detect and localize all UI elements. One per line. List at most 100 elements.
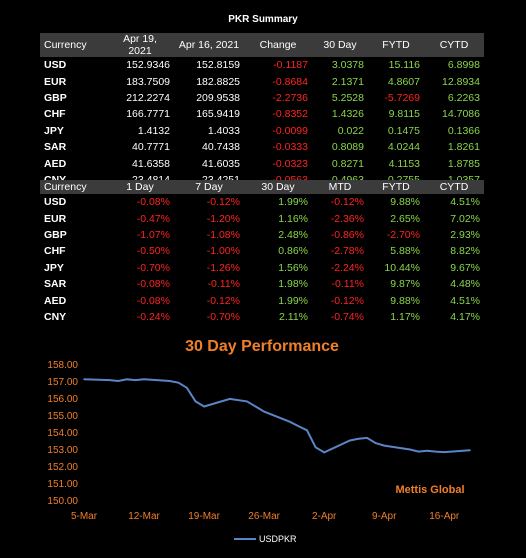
rates-cell-change: -0.8684 [272,75,308,88]
rates-cell-cytd: 6.8998 [447,59,480,72]
rates-header-2: Apr 16, 2021 [174,33,244,57]
rates-cell-b: 165.9419 [196,108,240,121]
data-point [289,421,291,423]
data-point [134,379,137,381]
data-point [443,451,446,453]
change-header-1: 1 Day [106,180,174,194]
rates-cell-b: 41.6035 [202,157,240,170]
data-point [203,405,205,408]
rates-cell-fytd: 4.8607 [387,75,420,88]
data-point [314,446,317,449]
table-row: CNY -0.24% -0.70% 2.11% -0.74% 1.17% 4.17% [40,309,484,325]
data-point [409,448,411,451]
change-header-6: CYTD [424,180,484,194]
data-point [229,398,231,400]
rates-cell-fytd: 15.116 [388,59,420,72]
change-header-2: 7 Day [174,180,244,194]
data-point [83,378,85,381]
rates-cell-cur: USD [44,59,67,72]
x-tick-label: 16-Apr [429,511,460,522]
x-tick-label: 12-Mar [128,511,160,522]
rates-cell-cur: SAR [44,141,67,154]
table-row: JPY 1.4132 1.4033 -0.0099 0.022 0.1475 0.1366 [40,123,484,139]
rates-cell-a: 40.7771 [132,141,170,154]
change-cell-mtd: -0.12% [330,196,364,209]
change-cell-d30: 0.86% [278,245,308,258]
rates-cell-cytd: 1.8785 [447,157,480,170]
change-cell-d30: 1.99% [278,196,308,209]
data-point [263,410,265,413]
data-point [254,405,257,408]
change-cell-d7: -0.12% [206,196,240,209]
change-cell-d30: 1.99% [278,294,308,307]
change-cell-d1: -1.07% [136,228,170,241]
table-row: GBP 212.2274 209.9538 -2.2736 5.2528 -5.7269 6… [40,90,484,106]
table-row: AED -0.08% -0.12% 1.99% -0.12% 9.88% 4.51% [40,292,484,308]
change-cell-mtd: -0.86% [330,228,364,241]
legend-label-usdpkr: USDPKR [259,534,297,544]
y-tick-label: 156.00 [47,394,78,405]
data-point [323,451,325,454]
rates-cell-a: 41.6358 [132,157,170,170]
change-cell-cur: EUR [44,212,67,225]
rates-cell-cur: AED [44,157,67,170]
table-row: USD 152.9346 152.8159 -0.1187 3.0378 15.116 6.… [40,57,484,73]
change-cell-d30: 2.48% [278,228,308,241]
rates-cell-change: -2.2736 [272,91,308,104]
change-cell-cytd: 4.48% [450,278,480,291]
rates-cell-d30: 1.4326 [331,108,364,121]
data-point [186,387,188,389]
change-cell-d7: -0.70% [206,310,240,323]
performance-chart: 30 Day Performance 150.00 151.00 152.00 153… [47,338,471,544]
table-row: USD -0.08% -0.12% 1.99% -0.12% 9.88% 4.51% [40,194,484,210]
rates-cell-cytd: 6.2263 [447,91,480,104]
change-cell-d1: -0.08% [136,278,170,291]
series-line-usdpkr [83,378,471,454]
data-point [297,425,300,427]
chart-watermark: Mettis Global [395,484,464,496]
change-cell-fytd: 9.88% [390,196,420,209]
data-point [246,400,248,403]
rates-cell-a: 212.2274 [126,91,170,104]
y-tick-label: 155.00 [47,411,78,422]
change-header-4: MTD [312,180,368,194]
rates-header-6: CYTD [424,33,484,57]
data-point [366,437,368,439]
rates-cell-change: -0.0323 [272,157,308,170]
data-point [126,378,128,381]
rates-cell-d30: 2.1371 [331,75,364,88]
change-cell-cur: AED [44,294,67,307]
change-cell-d7: -1.08% [206,228,240,241]
change-cell-cur: GBP [44,228,67,241]
y-tick-label: 154.00 [47,428,78,439]
data-point [417,450,420,453]
rates-cell-cytd: 0.1366 [447,124,480,137]
change-cell-cur: SAR [44,278,67,291]
change-cell-d1: -0.08% [136,294,170,307]
rates-cell-fytd: 4.0244 [387,141,420,154]
y-tick-label: 151.00 [47,479,78,490]
rates-cell-fytd: -5.7269 [384,91,420,104]
rates-cell-fytd: 0.1475 [387,124,420,137]
rates-cell-d30: 0.8271 [331,157,364,170]
rates-cell-cur: EUR [44,75,67,88]
change-cell-d1: -0.47% [136,212,170,225]
rates-header-row: Currency Apr 19, 2021 Apr 16, 2021 Change 30… [40,33,484,57]
rates-cell-fytd: 4.1153 [388,157,420,170]
rates-cell-b: 40.7438 [202,141,240,154]
rates-header-1: Apr 19, 2021 [106,33,174,57]
rates-cell-change: -0.8352 [272,108,308,121]
x-tick-label: 26-Mar [248,511,280,522]
rates-cell-b: 182.8825 [196,75,240,88]
change-cell-cur: USD [44,196,67,209]
change-cell-cytd: 8.82% [450,245,480,258]
data-point [469,449,471,451]
table-row: AED 41.6358 41.6035 -0.0323 0.8271 4.1153 1.87… [40,155,484,171]
change-cell-d1: -0.70% [136,261,170,274]
change-cell-d7: -1.26% [206,261,240,274]
rates-cell-cur: JPY [44,124,64,137]
data-point [374,442,377,444]
data-point [349,439,351,442]
change-cell-d7: -1.20% [206,212,240,225]
change-cell-cur: JPY [44,261,64,274]
